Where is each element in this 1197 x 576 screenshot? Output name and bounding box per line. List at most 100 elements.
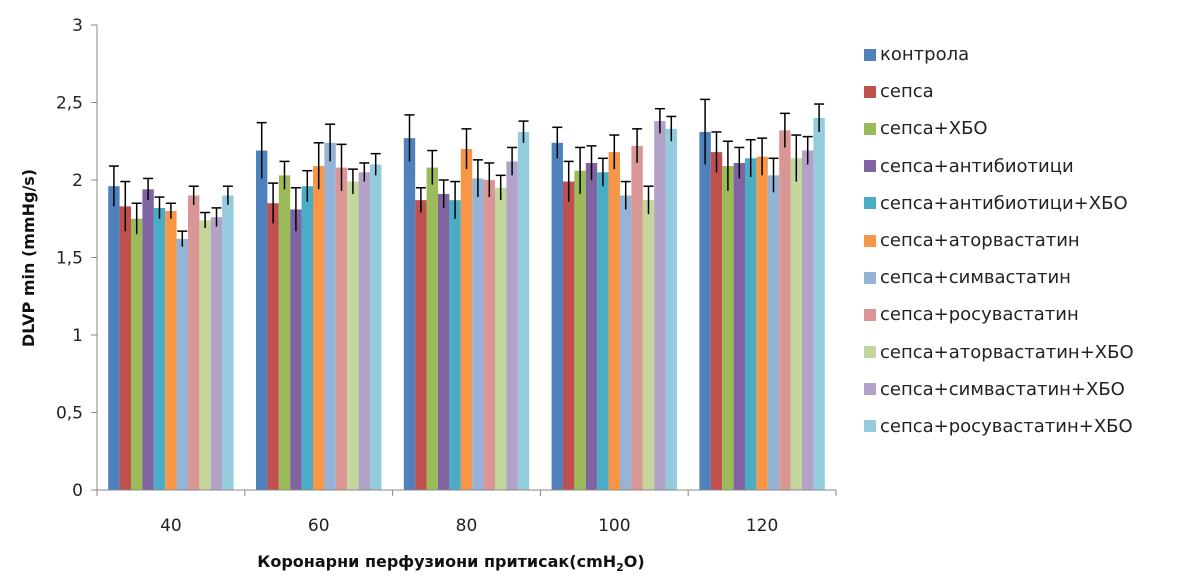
bar (699, 131, 711, 490)
bar (665, 128, 677, 490)
legend-item: сепса (864, 73, 1194, 110)
bar (278, 175, 291, 490)
y-tick-label: 1,5 (56, 249, 83, 269)
legend-item: сепса+антибиотици+ХБО (864, 185, 1194, 222)
legend-swatch (864, 420, 876, 433)
bar (358, 172, 370, 490)
bar (631, 145, 643, 490)
y-tick-label: 2 (72, 171, 83, 191)
legend-label: сепса+симвастатин+ХБО (880, 378, 1125, 400)
legend-swatch (864, 122, 876, 135)
bar (267, 203, 279, 490)
bar (642, 200, 655, 490)
legend-item: сепса+ХБО (864, 110, 1194, 147)
x-tick-label: 80 (456, 516, 478, 536)
bar (403, 138, 416, 490)
bar (210, 217, 223, 490)
bar (790, 158, 802, 491)
bar (153, 207, 166, 490)
bar (802, 150, 814, 491)
bar (222, 195, 234, 490)
x-axis-title: Коронарни перфузиони притисак(cmH2O) (257, 552, 644, 574)
bar (449, 200, 461, 490)
bar (131, 218, 143, 490)
bar (585, 162, 598, 490)
y-tick-label: 0,5 (56, 404, 83, 424)
bar (574, 170, 586, 490)
y-ticks-group: 0 0,5 1 1,5 2 2,5 3 (56, 16, 97, 501)
legend-label: сепса+антибиотици+ХБО (880, 192, 1128, 214)
legend-label: сепса+антибиотици (880, 155, 1074, 177)
bar (722, 166, 734, 491)
bar (506, 161, 518, 490)
legend-swatch (864, 234, 876, 247)
bar (199, 220, 211, 491)
bar (108, 186, 120, 490)
legend-item: сепса+росувастатин (864, 296, 1194, 333)
legend-swatch (864, 346, 876, 359)
legend-item: сепса+симвастатин (864, 259, 1194, 296)
bar (654, 121, 666, 490)
x-axis-title-main: Коронарни перфузиони притисак(cmH (257, 552, 616, 571)
bar (142, 189, 154, 491)
bar (347, 181, 359, 491)
legend: контрола сепса сепса+ХБО сепса+антибиотици с… (864, 36, 1194, 445)
bar (438, 193, 450, 490)
legend-label: сепса+аторвастатин+ХБО (880, 341, 1134, 363)
legend-label: сепса+аторвастатин (880, 230, 1080, 252)
x-tick-label: 40 (160, 516, 182, 536)
legend-swatch (864, 383, 876, 396)
bar (608, 152, 620, 490)
x-tick-label: 60 (308, 516, 330, 536)
bar (256, 150, 268, 491)
bar (176, 238, 188, 490)
legend-swatch (864, 271, 876, 284)
bar (745, 158, 757, 491)
bar (370, 164, 382, 490)
bar (767, 175, 780, 490)
legend-label: сепса+росувастатин+ХБО (880, 415, 1133, 437)
legend-item: сепса+антибиотици (864, 148, 1194, 185)
x-axis-title-subscript: 2 (616, 561, 624, 574)
legend-swatch (864, 197, 876, 210)
x-tick-label: 100 (598, 516, 630, 536)
bar (733, 162, 745, 490)
y-tick-label: 0 (72, 481, 83, 501)
legend-swatch (864, 160, 876, 173)
legend-item: сепса+аторвастатин (864, 222, 1194, 259)
legend-item: контрола (864, 36, 1194, 73)
bar (301, 186, 313, 490)
y-tick-label: 2,5 (56, 94, 83, 114)
legend-item: сепса+симвастатин+ХБО (864, 371, 1194, 408)
bar (460, 149, 473, 490)
legend-label: сепса+ХБО (880, 118, 988, 140)
bar (483, 180, 495, 490)
bar (415, 200, 427, 490)
legend-label: сепса+симвастатин (880, 267, 1071, 289)
bars-group (108, 118, 825, 491)
bar (290, 209, 302, 490)
y-tick-label: 1 (72, 326, 83, 346)
y-tick-label: 3 (72, 16, 83, 36)
bar (597, 172, 609, 490)
legend-item: сепса+аторвастатин+ХБО (864, 334, 1194, 371)
bar (756, 156, 768, 490)
legend-swatch (864, 48, 876, 61)
legend-swatch (864, 308, 876, 321)
legend-swatch (864, 85, 876, 98)
bar (551, 142, 563, 491)
legend-label: сепса+росувастатин (880, 304, 1079, 326)
legend-label: контрола (880, 44, 970, 66)
bar (563, 181, 575, 491)
x-tick-label: 120 (746, 516, 778, 536)
bar (620, 195, 632, 490)
x-ticks-group: 40 60 80 100 120 (96, 490, 837, 536)
bar (472, 178, 484, 490)
error-bars-group (108, 98, 825, 247)
bar (324, 142, 336, 491)
bar (779, 130, 791, 490)
bar (517, 131, 530, 490)
bar (188, 195, 200, 490)
bar (119, 206, 131, 490)
